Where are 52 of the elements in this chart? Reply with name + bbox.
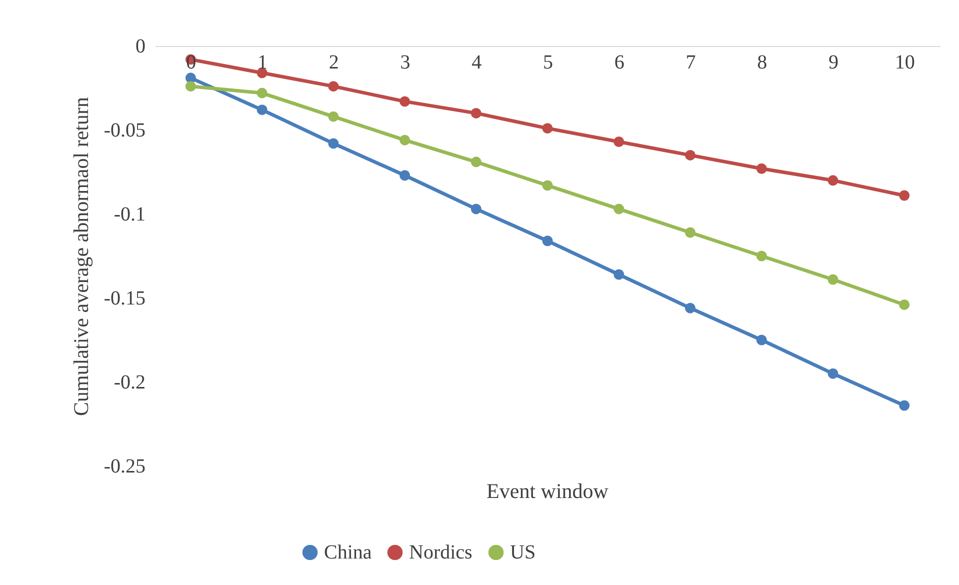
point xyxy=(828,368,838,379)
point xyxy=(400,134,410,146)
point xyxy=(256,68,268,78)
point xyxy=(828,175,838,186)
x-tick-label: 3 xyxy=(400,52,410,74)
y-tick-label: 0 xyxy=(136,36,146,58)
x-tick-label: 4 xyxy=(472,52,482,74)
y-tick-label: -0.1 xyxy=(114,204,146,226)
point xyxy=(542,123,553,134)
point xyxy=(899,400,910,411)
point xyxy=(684,302,696,314)
point xyxy=(756,163,767,174)
x-tick-label: 8 xyxy=(757,52,768,74)
x-tick-label: 9 xyxy=(828,52,838,74)
point xyxy=(899,190,910,201)
point xyxy=(828,274,838,285)
y-tick-label: -0.2 xyxy=(114,372,146,394)
x-tick-label: 2 xyxy=(328,52,339,74)
point xyxy=(614,136,624,147)
y-tick-label: -0.15 xyxy=(104,288,146,310)
point xyxy=(256,104,268,116)
y-tick-label: -0.25 xyxy=(104,456,146,478)
point xyxy=(756,250,767,262)
x-tick-label: 6 xyxy=(614,52,624,74)
y-axis-title: Cumulative average abnormaol return xyxy=(68,96,93,416)
legend-label: Nordics xyxy=(409,541,473,564)
x-tick-label: 5 xyxy=(543,52,553,74)
point xyxy=(614,269,624,280)
point xyxy=(756,334,767,346)
point xyxy=(185,81,196,92)
point xyxy=(470,108,482,118)
point xyxy=(256,88,268,98)
point xyxy=(400,96,410,107)
point xyxy=(470,156,482,168)
x-tick-label: 1 xyxy=(258,52,268,74)
y-tick-label: -0.05 xyxy=(104,120,146,142)
point xyxy=(328,138,339,149)
x-axis-title: Event window xyxy=(486,479,610,503)
point xyxy=(899,299,910,310)
legend-label: US xyxy=(510,541,536,564)
point xyxy=(614,204,624,214)
legend-label: China xyxy=(324,541,372,564)
point xyxy=(684,150,696,160)
point xyxy=(542,180,553,191)
point xyxy=(328,81,339,92)
x-tick-label: 7 xyxy=(686,52,696,74)
point xyxy=(542,236,553,246)
point xyxy=(328,111,339,122)
point xyxy=(684,227,696,238)
x-tick-label: 10 xyxy=(894,52,915,74)
point xyxy=(400,170,410,181)
point xyxy=(470,204,482,214)
